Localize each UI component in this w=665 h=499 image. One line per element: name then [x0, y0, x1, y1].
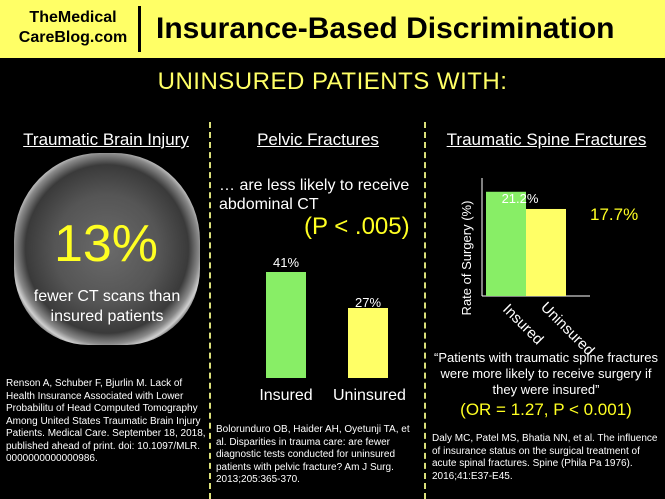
- subtitle: UNINSURED PATIENTS WITH:: [157, 68, 508, 95]
- header-divider: [138, 6, 141, 52]
- pelvic-category-uninsured: Uninsured: [333, 387, 406, 404]
- pelvic-bar-label-insured: 41%: [272, 255, 300, 270]
- site-logo[interactable]: TheMedical CareBlog.com: [18, 8, 128, 48]
- spine-bar-label-uninsured: 17.7%: [590, 205, 638, 224]
- header-banner: TheMedical CareBlog.com Insurance-Based …: [0, 0, 665, 58]
- brain-citation: Renson A, Schuber F, Bjurlin M. Lack of …: [6, 378, 206, 464]
- spine-bar-uninsured: [526, 208, 566, 296]
- spine-bar-label-insured: 21.2%: [502, 191, 539, 206]
- pelvic-citation: Bolorunduro OB, Haider AH, Oyetunji TA, …: [216, 424, 410, 485]
- spine-quote: “Patients with traumatic spine fractures…: [434, 350, 658, 397]
- pelvic-bar-label-uninsured: 27%: [354, 295, 382, 310]
- spine-bar-insured: [486, 191, 526, 296]
- panel-divider-right: [424, 122, 426, 499]
- pelvic-category-insured: Insured: [259, 387, 313, 404]
- brain-description: fewer CT scans than insured patients: [33, 288, 181, 325]
- spine-ylabel: Rate of Surgery (%): [459, 201, 474, 316]
- pelvic-intro: … are less likely to receive abdominal C…: [219, 177, 410, 213]
- page-title: Insurance-Based Discrimination: [156, 12, 615, 45]
- panel-divider-left: [209, 122, 211, 499]
- spine-citation: Daly MC, Patel MS, Bhatia NN, et al. The…: [432, 433, 658, 482]
- brain-ct-image: [14, 153, 200, 345]
- pelvic-p-value: (P < .005): [304, 213, 410, 240]
- pelvic-bar-insured: [266, 272, 306, 378]
- brain-percent: 13%: [53, 215, 159, 273]
- logo-line-1: TheMedical: [29, 9, 117, 26]
- pelvic-bar-uninsured: [348, 308, 388, 378]
- brain-panel-title: Traumatic Brain Injury: [23, 130, 189, 149]
- spine-chart: Rate of Surgery (%) 21.2% 17.7% Insured …: [459, 178, 638, 359]
- spine-or-value: (OR = 1.27, P < 0.001): [460, 400, 632, 419]
- logo-line-2: CareBlog.com: [18, 29, 128, 46]
- pelvic-panel-title: Pelvic Fractures: [257, 130, 379, 149]
- spine-panel-title: Traumatic Spine Fractures: [446, 130, 647, 149]
